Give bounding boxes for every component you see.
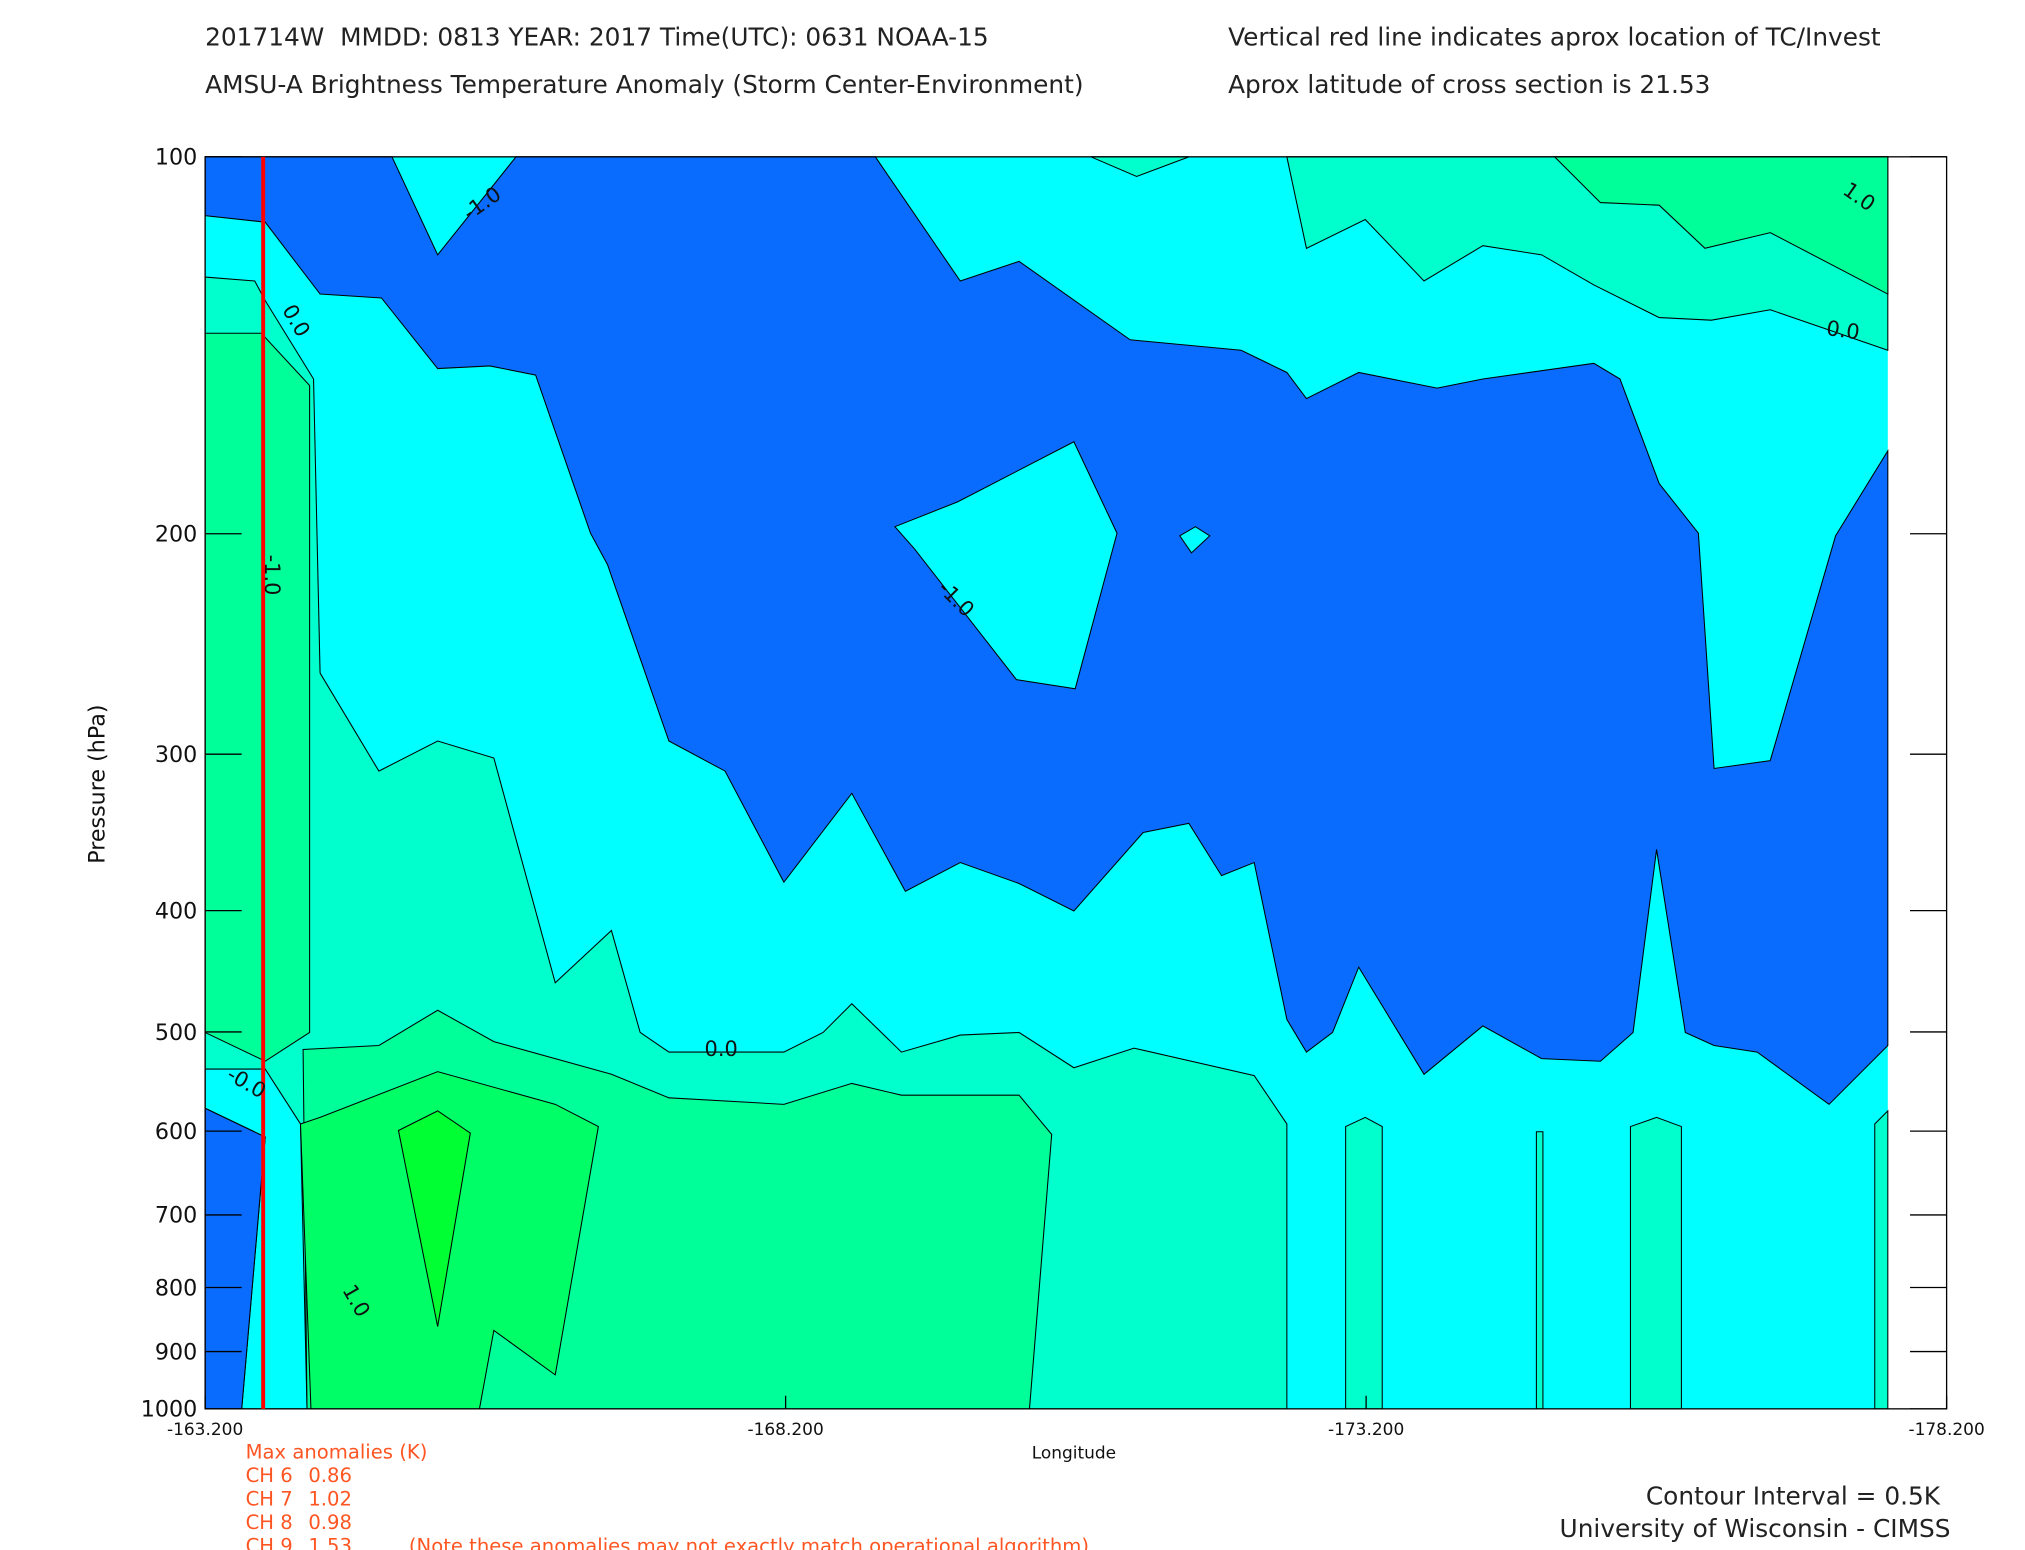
chart-subtitle: AMSU-A Brightness Temperature Anomaly (S… <box>205 70 1083 99</box>
y-tick-label: 100 <box>155 145 197 171</box>
anomaly-value: 1.53 <box>308 1535 352 1550</box>
contour-fill <box>1629 1116 1682 1410</box>
x-tick-label: -178.200 <box>1908 1420 1984 1440</box>
contour-field <box>204 156 1889 1410</box>
anomalies-note: (Note these anomalies may not exactly ma… <box>409 1535 1089 1550</box>
contour-label: -1.0 <box>260 555 284 596</box>
anomaly-channel: CH 7 <box>246 1488 293 1511</box>
y-tick-label: 700 <box>155 1203 197 1229</box>
y-tick-label: 200 <box>155 522 197 548</box>
contour-fill <box>397 1110 471 1327</box>
contour-label: 0.0 <box>705 1037 738 1061</box>
x-tick-label: -163.200 <box>167 1420 243 1440</box>
contour-fill <box>1345 1116 1383 1410</box>
contour-label: 0.0 <box>1825 316 1861 344</box>
y-tick-label: 500 <box>155 1020 197 1046</box>
x-tick-label: -168.200 <box>747 1420 823 1440</box>
chart-title: 201714W MMDD: 0813 YEAR: 2017 Time(UTC):… <box>205 23 989 52</box>
credit: University of Wisconsin - CIMSS <box>1560 1514 1951 1543</box>
note: Vertical red line indicates aprox locati… <box>1228 23 1881 52</box>
anomalies-title: Max anomalies (K) <box>246 1441 428 1464</box>
contour-fill <box>204 332 311 1062</box>
contour-fill <box>1553 156 1889 295</box>
note: Aprox latitude of cross section is 21.53 <box>1228 70 1710 99</box>
contour-fill <box>1874 1109 1889 1410</box>
y-axis-label: Pressure (hPa) <box>85 705 111 864</box>
contour-fill <box>1178 526 1211 554</box>
anomaly-channel: CH 6 <box>246 1464 293 1487</box>
y-tick-label: 900 <box>155 1339 197 1365</box>
y-tick-label: 1000 <box>141 1397 198 1423</box>
contour-interval: Contour Interval = 0.5K <box>1646 1481 1941 1510</box>
anomaly-value: 0.86 <box>308 1464 352 1487</box>
anomaly-value: 1.02 <box>308 1488 352 1511</box>
x-tick-label: -173.200 <box>1328 1420 1404 1440</box>
contour-fill <box>894 441 1118 690</box>
y-tick-label: 800 <box>155 1275 197 1301</box>
y-tick-label: 400 <box>155 898 197 924</box>
plot-frame <box>204 156 1948 1410</box>
anomaly-value: 0.98 <box>308 1511 352 1534</box>
contour-fill <box>1535 1131 1544 1410</box>
y-tick-label: 600 <box>155 1119 197 1145</box>
anomaly-channel: CH 9 <box>246 1535 293 1550</box>
anomaly-channel: CH 8 <box>246 1511 293 1534</box>
x-axis-label: Longitude <box>1032 1444 1116 1464</box>
y-tick-label: 300 <box>155 742 197 768</box>
